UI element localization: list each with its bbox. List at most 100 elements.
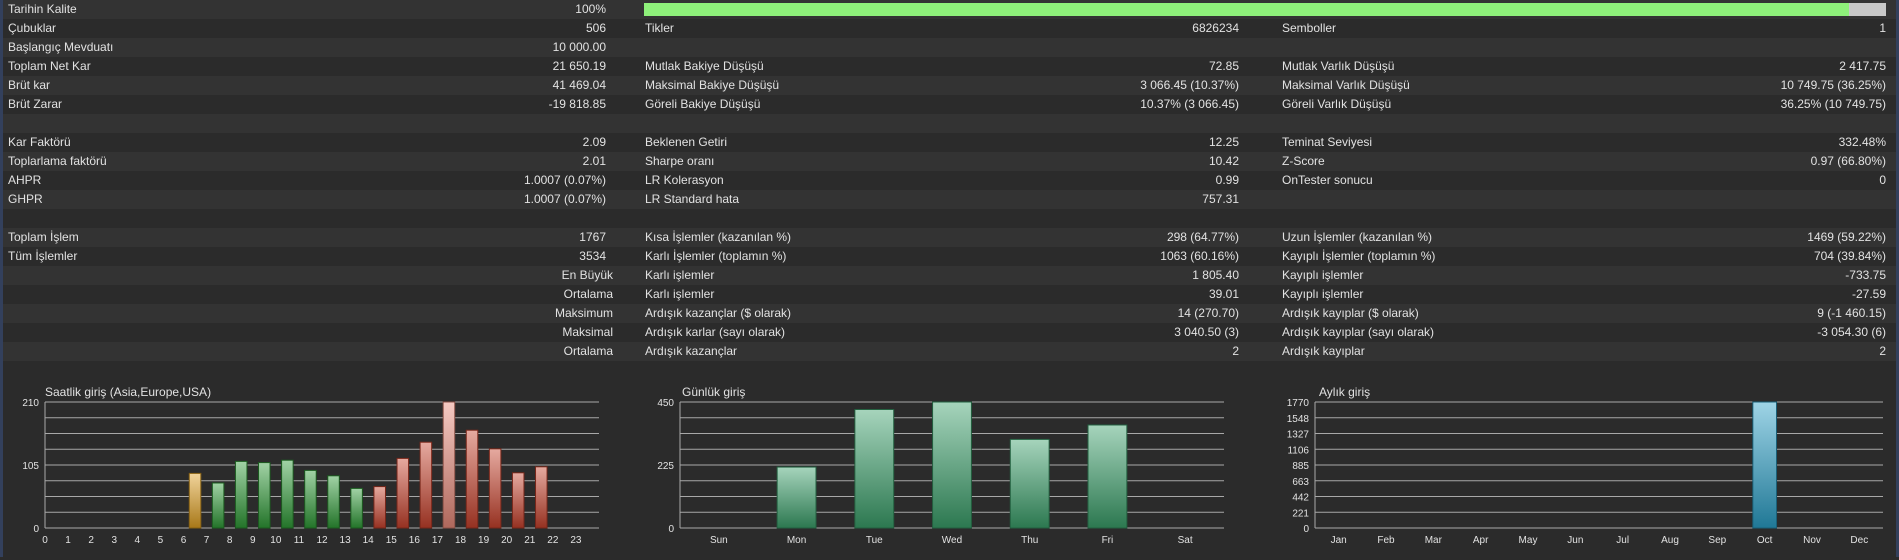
stat-value: -3 054.30 (6) xyxy=(1817,325,1886,339)
x-tick-label: Mar xyxy=(1425,535,1443,546)
stat-label: Brüt Zarar xyxy=(8,97,63,111)
stat-label: Kar Faktörü xyxy=(8,135,71,149)
chart-bar xyxy=(281,459,294,529)
y-tick-label: 0 xyxy=(668,524,674,535)
x-tick-label: Jun xyxy=(1567,535,1583,546)
stat-value: 298 (64.77%) xyxy=(1166,230,1239,244)
x-tick-label: 10 xyxy=(270,535,282,546)
stat-value: 2 xyxy=(1879,344,1886,358)
stat-label: Toplam İşlem xyxy=(8,230,79,244)
x-tick-label: Sat xyxy=(1178,535,1193,546)
stat-label: Beklenen Getiri xyxy=(645,135,728,149)
stat-value: 1.0007 (0.07%) xyxy=(523,173,606,187)
stats-row: Toplam İşlem 1767 Kısa İşlemler (kazanılan… xyxy=(3,228,1896,247)
stat-label: GHPR xyxy=(8,192,43,206)
stat-label: Semboller xyxy=(1282,21,1337,35)
stats-row: Karlı işlemler 39.01 Kayıplı işlemler -27.5… xyxy=(3,285,1896,304)
stat-label: Maksimal Varlık Düşüşü xyxy=(1282,78,1410,92)
x-tick-label: Fri xyxy=(1102,535,1114,546)
stat-value: 36.25% (10 749.75) xyxy=(1780,97,1886,111)
y-tick-label: 1548 xyxy=(1287,414,1310,425)
chart-bar xyxy=(535,466,548,529)
chart-bar xyxy=(776,466,817,529)
stats-row: Çubuklar 506 Tikler 6826234 Semboller 1 xyxy=(3,19,1896,38)
stat-value: 2 417.75 xyxy=(1839,59,1886,73)
chart-bar xyxy=(211,482,225,529)
left-border xyxy=(0,0,3,557)
x-tick-label: May xyxy=(1519,535,1538,546)
stat-value: 1 805.40 xyxy=(1192,268,1239,282)
stat-label: OnTester sonucu xyxy=(1282,173,1373,187)
stat-value: 704 (39.84%) xyxy=(1813,249,1886,263)
stats-row: Başlangıç Mevduatı 10 000.00 xyxy=(3,38,1896,57)
history-quality-value: 100% xyxy=(575,2,606,16)
stat-label: Başlangıç Mevduatı xyxy=(8,40,114,54)
x-tick-label: 18 xyxy=(455,535,467,546)
stat-label: Ardışık kazançlar ($ olarak) xyxy=(645,306,792,320)
chart-bar xyxy=(1009,438,1050,529)
stats-row: Kar Faktörü 2.09 Beklenen Getiri 12.25 Temin… xyxy=(3,133,1896,152)
stat-value: -733.75 xyxy=(1845,268,1886,282)
stat-value: 506 xyxy=(585,21,606,35)
stat-value: 10 000.00 xyxy=(552,40,606,54)
stat-value: 0.99 xyxy=(1215,173,1239,187)
x-tick-label: Dec xyxy=(1850,535,1868,546)
stat-value: 3 040.50 (3) xyxy=(1174,325,1239,339)
stat-label: Karlı İşlemler (toplamın %) xyxy=(645,249,787,263)
stat-value: 1.0007 (0.07%) xyxy=(523,192,606,206)
x-tick-label: 15 xyxy=(386,535,398,546)
stat-label: Göreli Varlık Düşüşü xyxy=(1282,97,1392,111)
chart-bar xyxy=(258,462,271,529)
stats-row: Ardışık kazançlar ($ olarak) 14 (270.70) A… xyxy=(3,304,1896,323)
history-quality-label: Tarihin Kalite xyxy=(8,2,77,16)
y-tick-label: 221 xyxy=(1292,508,1309,519)
stat-value: 21 650.19 xyxy=(552,59,606,73)
stat-value: 14 (270.70) xyxy=(1177,306,1239,320)
stat-label: Teminat Seviyesi xyxy=(1282,135,1373,149)
stat-label: Ortalama xyxy=(563,287,613,301)
stats-row: Karlı işlemler 1 805.40 Kayıplı işlemler -7… xyxy=(3,266,1896,285)
y-tick-label: 0 xyxy=(33,524,39,535)
stat-value: 1 xyxy=(1879,21,1886,35)
stat-value: 10 749.75 (36.25%) xyxy=(1780,78,1886,92)
chart-bar xyxy=(465,429,479,529)
x-tick-label: 22 xyxy=(547,535,559,546)
x-tick-label: 3 xyxy=(111,535,117,546)
right-border xyxy=(1896,0,1899,557)
x-tick-label: 0 xyxy=(42,535,48,546)
stats-row xyxy=(3,361,1896,380)
history-quality-bar-fill xyxy=(644,3,1849,16)
y-tick-label: 663 xyxy=(1292,477,1309,488)
chart-bar xyxy=(304,469,317,529)
chart-title: Saatlik giriş (Asia,Europe,USA) xyxy=(45,385,211,399)
stat-value: 39.01 xyxy=(1208,287,1239,301)
stat-label: Ardışık kazançlar xyxy=(645,344,738,358)
x-tick-label: Sep xyxy=(1708,535,1726,546)
x-tick-label: 6 xyxy=(181,535,187,546)
stats-row xyxy=(3,209,1896,228)
stat-label: Karlı işlemler xyxy=(645,268,715,282)
stat-label: Tüm İşlemler xyxy=(8,249,78,263)
chart-bar xyxy=(327,475,340,529)
y-tick-label: 105 xyxy=(22,461,39,472)
stats-row: Tüm İşlemler 3534 Karlı İşlemler (toplamın… xyxy=(3,247,1896,266)
history-quality-bar xyxy=(644,3,1886,16)
x-tick-label: 12 xyxy=(316,535,328,546)
stats-row: GHPR 1.0007 (0.07%) LR Standard hata 757.31 xyxy=(3,190,1896,209)
x-tick-label: 19 xyxy=(478,535,490,546)
stats-row: Brüt Zarar -19 818.85 Göreli Bakiye Düşüşü… xyxy=(3,95,1896,114)
stat-label: LR Kolerasyon xyxy=(645,173,724,187)
stat-value: 10.42 xyxy=(1208,154,1239,168)
stats-row: AHPR 1.0007 (0.07%) LR Kolerasyon 0.99 OnTes… xyxy=(3,171,1896,190)
x-tick-label: 13 xyxy=(340,535,352,546)
x-tick-label: 20 xyxy=(501,535,513,546)
stat-value: 3534 xyxy=(579,249,606,263)
stat-value: -27.59 xyxy=(1851,287,1886,301)
stat-value: 72.85 xyxy=(1208,59,1239,73)
y-tick-label: 210 xyxy=(22,398,39,409)
chart-title: Günlük giriş xyxy=(682,385,745,399)
stat-label: Maksimum xyxy=(554,306,613,320)
stat-label: AHPR xyxy=(8,173,42,187)
stat-value: 0 xyxy=(1879,173,1886,187)
y-tick-label: 1327 xyxy=(1287,430,1310,441)
